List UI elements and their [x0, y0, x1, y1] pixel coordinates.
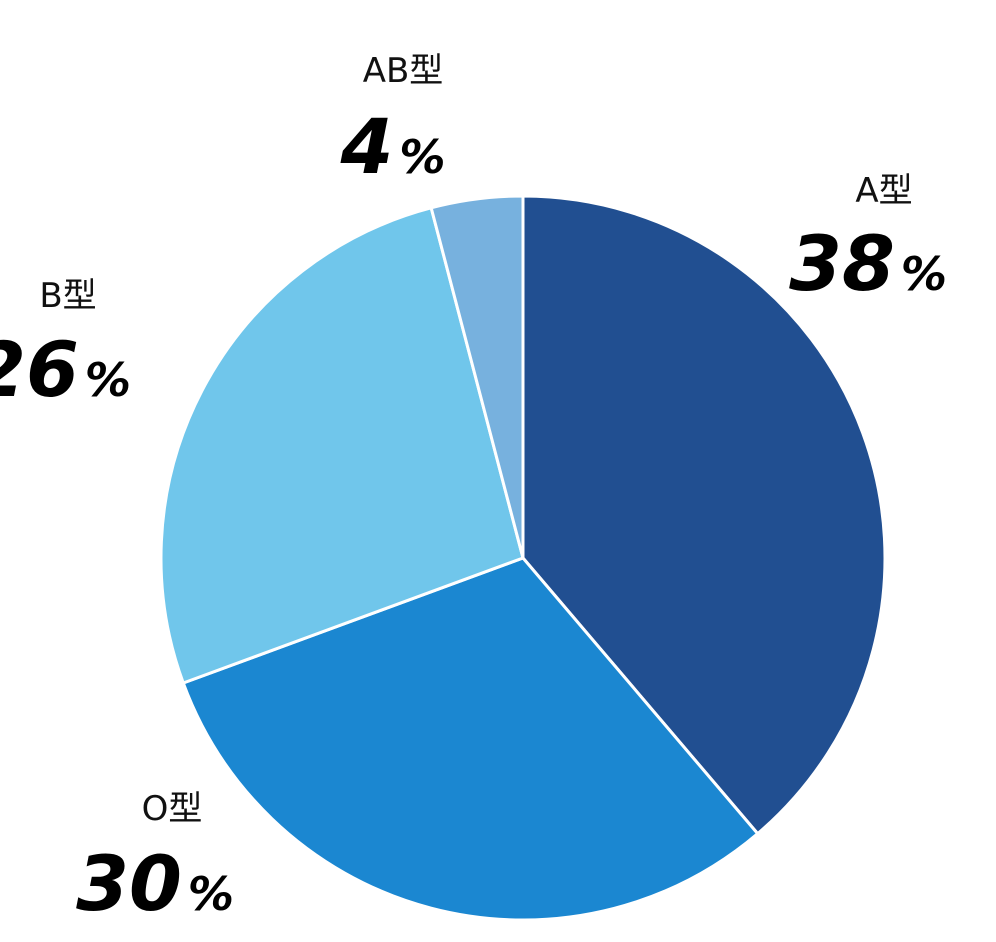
slice-value-ab: 4%	[340, 102, 446, 191]
pie-slice-a	[521, 194, 887, 836]
slice-value-o: 30%	[76, 839, 234, 928]
pie-slices	[159, 194, 887, 922]
pie-slice-o	[181, 556, 760, 922]
slice-value-a: 38%	[789, 219, 947, 308]
slice-value-b: 26%	[0, 325, 131, 414]
slice-label-a: A型	[855, 171, 912, 211]
slice-label-ab: AB型	[363, 51, 444, 91]
slice-label-b: B型	[39, 276, 96, 316]
pie-labels: A型 38% O型 30% B型 26% AB型 4%	[0, 51, 947, 928]
pie-slice-ab	[429, 194, 525, 560]
slice-label-o: O型	[142, 789, 203, 829]
pie-slice-b	[159, 206, 525, 685]
